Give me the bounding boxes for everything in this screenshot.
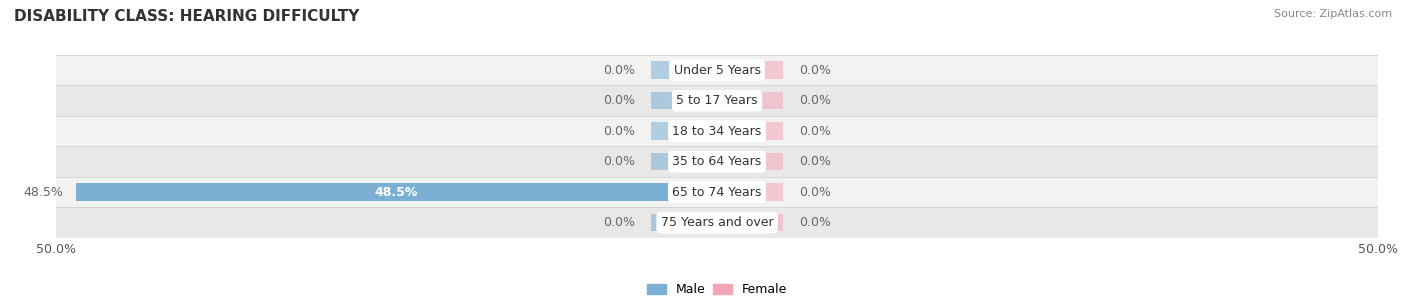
Bar	[717, 183, 783, 201]
Bar	[56, 177, 1378, 207]
Bar	[56, 55, 1378, 85]
Text: 0.0%: 0.0%	[603, 125, 636, 138]
Text: 18 to 34 Years: 18 to 34 Years	[672, 125, 762, 138]
Text: 0.0%: 0.0%	[799, 94, 831, 107]
Text: Under 5 Years: Under 5 Years	[673, 64, 761, 77]
Text: 48.5%: 48.5%	[375, 186, 418, 199]
Text: 0.0%: 0.0%	[603, 94, 636, 107]
Bar	[717, 92, 783, 109]
Bar	[56, 207, 1378, 238]
Bar	[717, 122, 783, 140]
Bar	[76, 183, 717, 201]
Text: 0.0%: 0.0%	[799, 216, 831, 229]
Bar	[717, 214, 783, 231]
Bar	[56, 85, 1378, 116]
Text: 0.0%: 0.0%	[799, 125, 831, 138]
Text: 0.0%: 0.0%	[799, 186, 831, 199]
Bar	[651, 61, 717, 79]
Text: 75 Years and over: 75 Years and over	[661, 216, 773, 229]
Bar	[651, 214, 717, 231]
Text: 0.0%: 0.0%	[603, 155, 636, 168]
Text: 65 to 74 Years: 65 to 74 Years	[672, 186, 762, 199]
Bar	[651, 153, 717, 170]
Text: 0.0%: 0.0%	[799, 155, 831, 168]
Text: 0.0%: 0.0%	[603, 64, 636, 77]
Legend: Male, Female: Male, Female	[643, 278, 792, 301]
Bar	[651, 92, 717, 109]
Text: 35 to 64 Years: 35 to 64 Years	[672, 155, 762, 168]
Text: 5 to 17 Years: 5 to 17 Years	[676, 94, 758, 107]
Text: Source: ZipAtlas.com: Source: ZipAtlas.com	[1274, 9, 1392, 19]
Text: DISABILITY CLASS: HEARING DIFFICULTY: DISABILITY CLASS: HEARING DIFFICULTY	[14, 9, 360, 24]
Bar	[717, 153, 783, 170]
Bar	[56, 146, 1378, 177]
Text: 0.0%: 0.0%	[799, 64, 831, 77]
Bar	[717, 61, 783, 79]
Text: 48.5%: 48.5%	[22, 186, 63, 199]
Bar	[56, 116, 1378, 146]
Text: 0.0%: 0.0%	[603, 216, 636, 229]
Bar	[651, 122, 717, 140]
